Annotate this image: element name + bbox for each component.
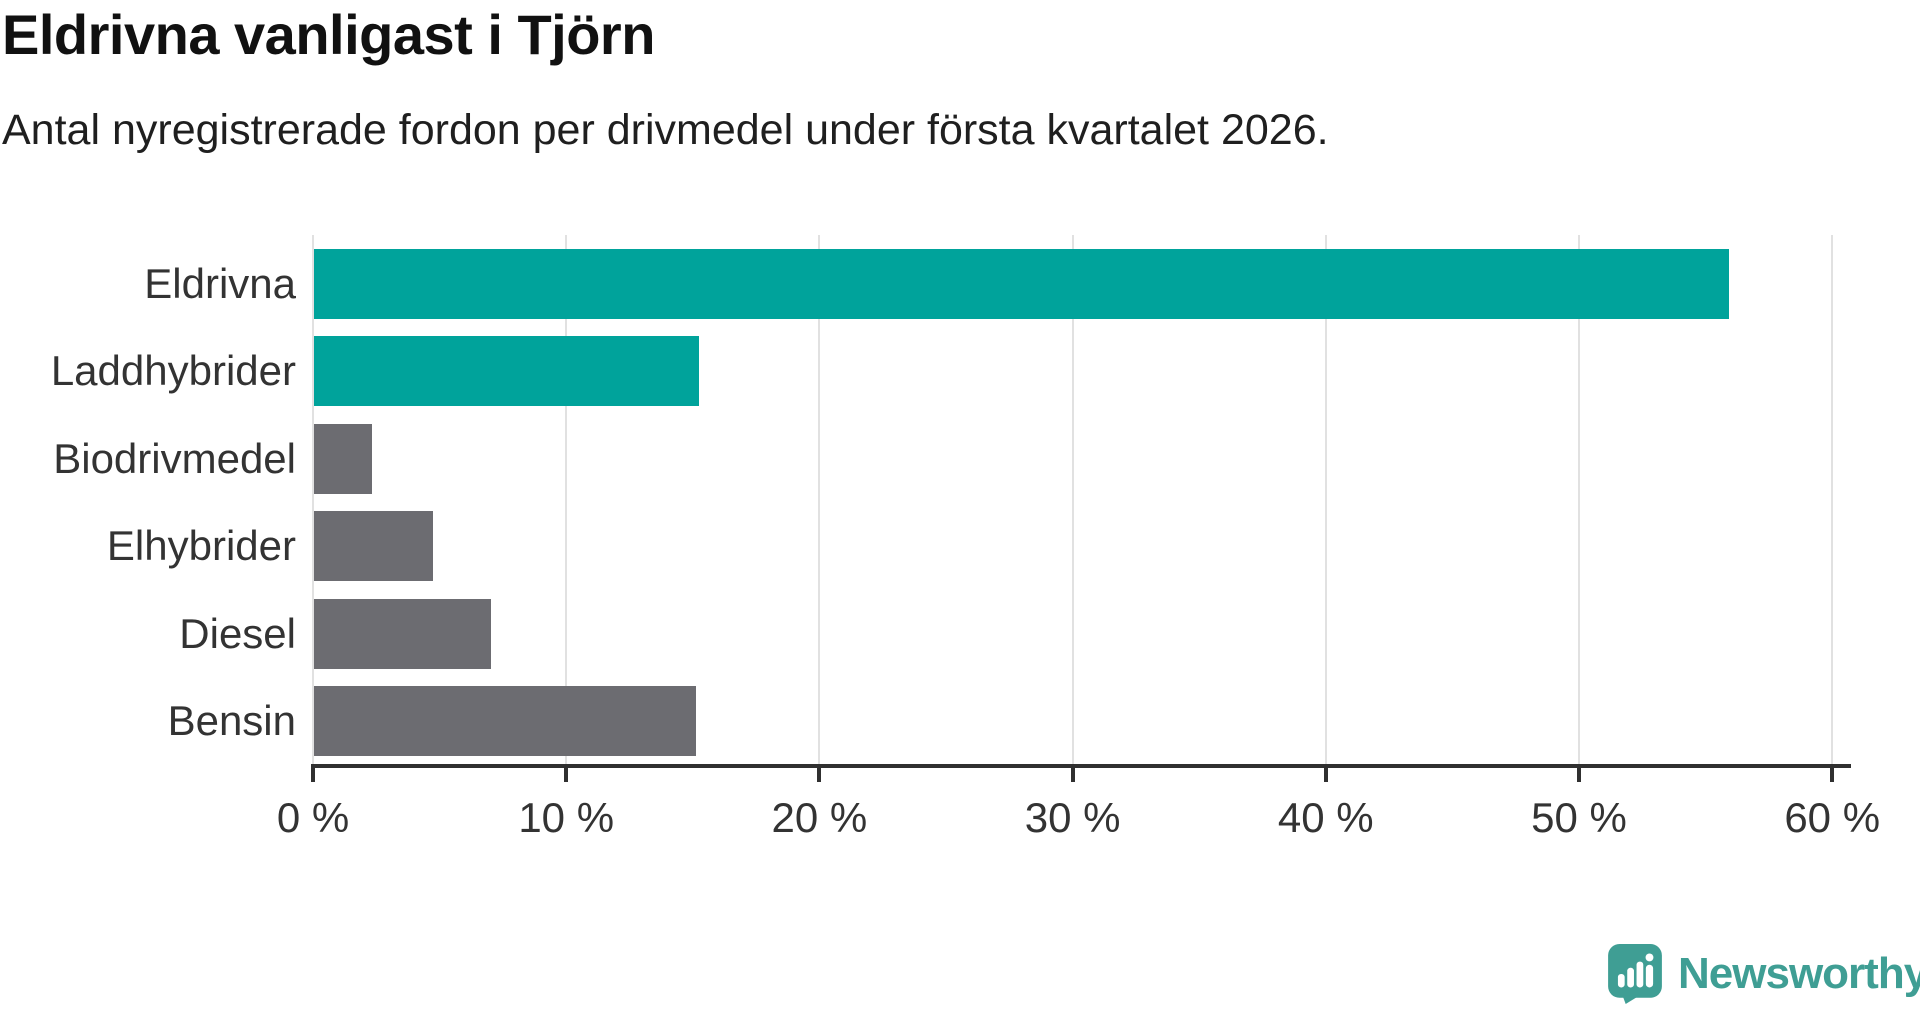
gridline [1578,235,1580,764]
x-axis-tick [1070,766,1075,782]
category-label-bensin: Bensin [167,697,296,744]
x-axis-tick [1323,766,1328,782]
newsworthy-logo: Newsworthy [1608,944,1920,1004]
gridline [312,235,314,764]
category-label-elhybrider: Elhybrider [106,522,296,570]
bar-elhybrider [314,511,433,582]
bar-eldrivna [314,249,1730,319]
bar-diesel [314,598,492,669]
chart-title: Eldrivna vanligast i Tjörn [2,3,655,66]
gridline [1071,235,1074,764]
category-label-eldrivna: Eldrivna [144,260,296,307]
gridline [1324,235,1327,764]
x-axis-tick [564,766,569,782]
category-label-laddhybrider: Laddhybrider [50,347,296,395]
gridline [1831,235,1834,764]
category-label-biodrivmedel: Biodrivmedel [53,434,296,482]
x-axis-tick-label: 0 % [276,794,350,841]
chart-subtitle: Antal nyregistrerade fordon per drivmede… [2,106,1329,154]
x-axis-line [311,764,1851,768]
gridline [565,235,568,764]
newsworthy-wordmark: Newsworthy [1678,949,1920,998]
x-axis-tick [817,766,822,782]
x-axis-tick [1577,766,1581,782]
x-axis-tick [1830,766,1835,782]
x-axis-tick-label: 40 % [1277,794,1374,841]
category-label-diesel: Diesel [179,609,296,657]
x-axis-tick-label: 30 % [1024,794,1121,841]
bar-bensin [314,686,697,756]
x-axis-tick-label: 20 % [771,794,868,841]
x-axis-tick-label: 50 % [1531,794,1627,841]
x-axis-tick-label: 60 % [1784,794,1881,841]
bar-biodrivmedel [314,423,373,494]
bar-laddhybrider [314,336,699,407]
newsworthy-icon [1608,944,1662,1004]
x-axis-tick [311,766,315,782]
gridline [818,235,821,764]
x-axis-tick-label: 10 % [518,794,615,841]
